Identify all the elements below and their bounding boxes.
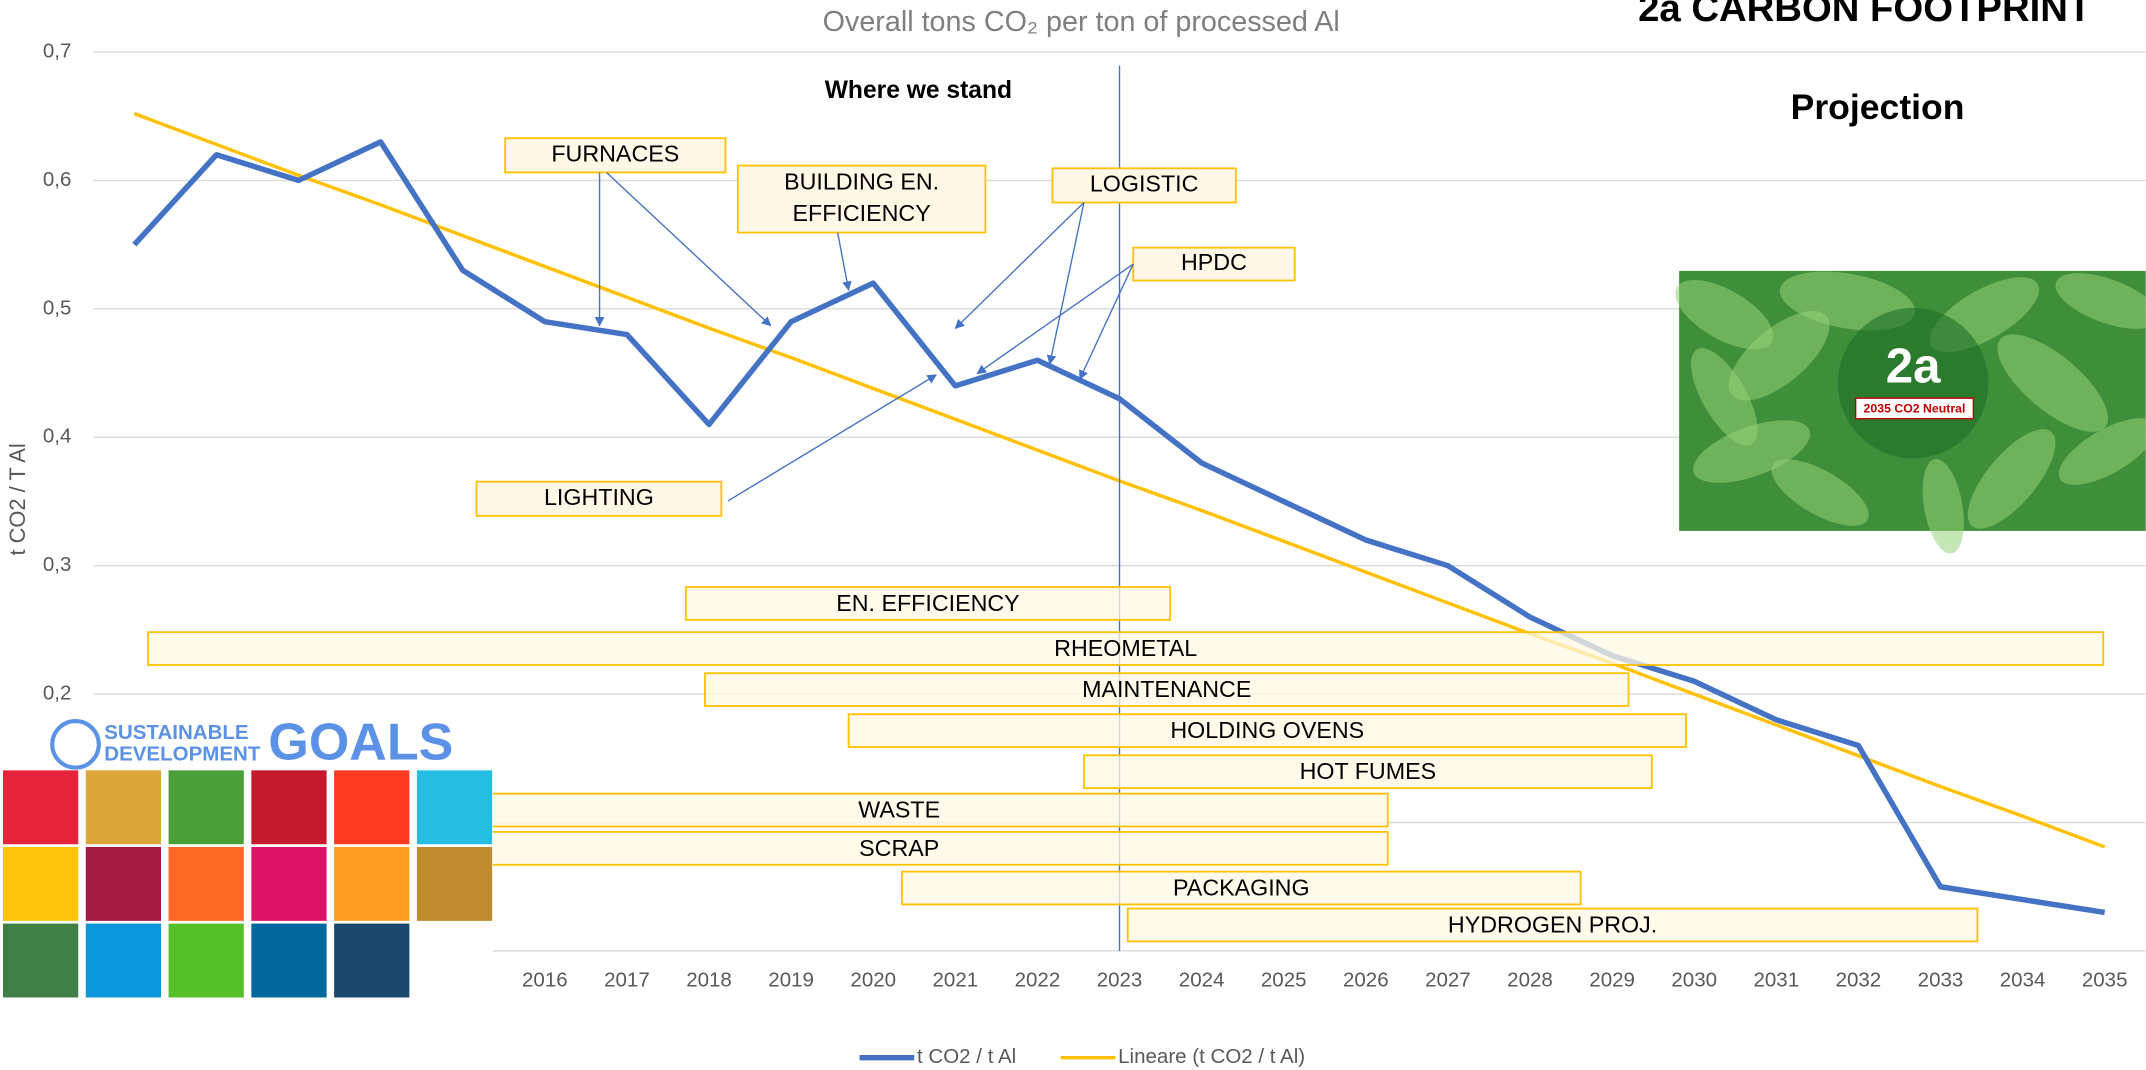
- y-tick-label: 0,5: [43, 296, 72, 319]
- sdg-tile: [3, 847, 78, 921]
- slide-heading: 2a CARBON FOOTPRINT: [1638, 0, 2091, 30]
- initiative-label: HOLDING OVENS: [1170, 717, 1364, 743]
- sdg-tile: [86, 924, 161, 998]
- sdg-tile: [169, 770, 244, 844]
- sdg-tile: [86, 770, 161, 844]
- sdg-tile: [169, 924, 244, 998]
- x-tick-label: 2019: [768, 968, 814, 991]
- sdg-line2: DEVELOPMENT: [104, 743, 261, 766]
- x-tick-label: 2029: [1589, 968, 1635, 991]
- callout-label: LIGHTING: [544, 484, 654, 510]
- sdg-tile: [3, 924, 78, 998]
- legend-label: t CO2 / t Al: [917, 1045, 1016, 1068]
- initiative-label: HOT FUMES: [1300, 758, 1437, 784]
- y-tick-label: 0,6: [43, 168, 72, 191]
- x-tick-label: 2017: [604, 968, 650, 991]
- projection-label: Projection: [1791, 87, 1965, 127]
- x-tick-label: 2023: [1097, 968, 1143, 991]
- callout-label: HPDC: [1181, 249, 1247, 275]
- initiative-label: HYDROGEN PROJ.: [1448, 911, 1657, 937]
- x-tick-label: 2031: [1753, 968, 1799, 991]
- initiative-label: RHEOMETAL: [1054, 635, 1197, 661]
- callout-label: EFFICIENCY: [792, 200, 930, 226]
- sdg-tile: [251, 924, 326, 998]
- callout-label: BUILDING EN.: [784, 168, 939, 194]
- x-tick-label: 2022: [1015, 968, 1061, 991]
- x-tick-label: 2027: [1425, 968, 1471, 991]
- x-tick-label: 2033: [1918, 968, 1964, 991]
- initiative-label: MAINTENANCE: [1082, 676, 1251, 702]
- initiative-label: WASTE: [858, 797, 940, 823]
- sdg-tile: [417, 770, 492, 844]
- sdg-line1: SUSTAINABLE: [104, 721, 248, 744]
- x-tick-label: 2034: [2000, 968, 2046, 991]
- x-tick-label: 2024: [1179, 968, 1225, 991]
- logo-badge: 2035 CO2 Neutral: [1864, 401, 1966, 415]
- callout-label: FURNACES: [551, 140, 679, 166]
- x-tick-label: 2028: [1507, 968, 1553, 991]
- sdg-tile: [334, 847, 409, 921]
- sdg-tile: [251, 847, 326, 921]
- initiative-label: SCRAP: [859, 835, 939, 861]
- sdg-tile: [334, 924, 409, 998]
- chart-title: Overall tons CO₂ per ton of processed Al: [823, 6, 1340, 38]
- x-tick-label: 2016: [522, 968, 568, 991]
- sdg-tile: [251, 770, 326, 844]
- page: {"chart_data":{"type":"line", "title":"O…: [0, 0, 2146, 1070]
- marker-label: Where we stand: [825, 77, 1012, 104]
- initiative-label: PACKAGING: [1173, 875, 1310, 901]
- x-tick-label: 2025: [1261, 968, 1307, 991]
- sdg-tile: [334, 770, 409, 844]
- callout-arrow: [1050, 203, 1084, 364]
- callout-arrow: [977, 264, 1133, 373]
- x-tick-label: 2035: [2082, 968, 2128, 991]
- logo-image: 2a 2035 CO2 Neutral: [1665, 262, 2146, 557]
- callout-arrow: [838, 233, 849, 290]
- x-tick-label: 2026: [1343, 968, 1389, 991]
- y-tick-label: 0,2: [43, 682, 72, 705]
- logo-text: 2a: [1886, 338, 1941, 393]
- x-tick-label: 2021: [933, 968, 979, 991]
- chart: Overall tons CO₂ per ton of processed Al…: [0, 0, 2146, 1070]
- sdg-tile: [417, 924, 492, 998]
- x-tick-label: 2030: [1671, 968, 1717, 991]
- callout-label: LOGISTIC: [1090, 171, 1199, 197]
- sdg-tile: [169, 847, 244, 921]
- y-axis-label: t CO2 / T Al: [5, 443, 30, 555]
- y-tick-label: 0,3: [43, 553, 72, 576]
- x-tick-label: 2032: [1836, 968, 1882, 991]
- x-tick-label: 2018: [686, 968, 732, 991]
- sdg-tile: [86, 847, 161, 921]
- y-tick-label: 0,4: [43, 425, 72, 448]
- sdg-tile: [3, 770, 78, 844]
- x-tick-label: 2020: [850, 968, 896, 991]
- callout-arrow: [1080, 264, 1133, 379]
- sdg-big: GOALS: [268, 713, 453, 771]
- initiative-label: EN. EFFICIENCY: [836, 590, 1019, 616]
- y-tick-label: 0,7: [43, 39, 72, 62]
- legend-label: Lineare (t CO2 / t Al): [1118, 1045, 1305, 1068]
- sdg-tile: [417, 847, 492, 921]
